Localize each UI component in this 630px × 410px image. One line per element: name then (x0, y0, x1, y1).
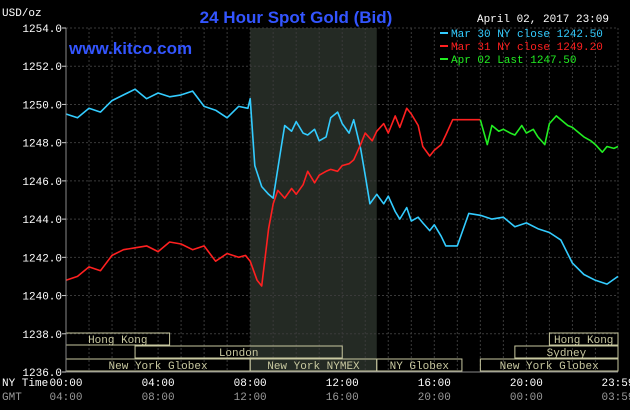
x-tick-label-gmt: 20:00 (418, 392, 451, 404)
price-series (65, 88, 619, 287)
market-bar-label: Sydney (547, 348, 587, 360)
axes: 1254.0 1252.0 1250.0 1248.0 1246.0 1244.0 1242… (2, 24, 630, 404)
y-tick-label: 1244.0 (22, 215, 62, 227)
legend-entry: Mar 30 NY close 1242.50 (451, 29, 603, 41)
x-tick-label-ny: 08:00 (234, 378, 267, 390)
source-watermark: www.kitco.com (68, 39, 192, 58)
chart-title: 24 Hour Spot Gold (Bid) (200, 8, 393, 27)
x-row-label-gmt: GMT (2, 392, 22, 404)
x-tick-label-gmt: 12:00 (234, 392, 267, 404)
legend-entry: Mar 31 NY close 1249.20 (451, 42, 603, 54)
market-bar-label: New York Globex (109, 361, 208, 373)
y-tick-label: 1242.0 (22, 253, 62, 265)
session-band-rect (250, 28, 377, 372)
y-tick-label: 1252.0 (22, 62, 62, 74)
market-bar-label: New York NYMEX (267, 361, 360, 373)
x-tick-label-gmt: 00:00 (510, 392, 543, 404)
x-tick-label-gmt: 04:00 (49, 392, 82, 404)
chart-timestamp: April 02, 2017 23:09 (477, 14, 609, 26)
market-bar (548, 332, 619, 346)
y-tick-label: 1248.0 (22, 139, 62, 151)
y-tick-label: 1236.0 (22, 368, 62, 380)
x-tick-label-gmt: 16:00 (326, 392, 359, 404)
y-tick-label: 1254.0 (22, 24, 62, 36)
legend-entry: Apr 02 Last 1247.50 (451, 55, 576, 67)
market-bar (514, 345, 619, 359)
nymex-session-band (250, 28, 377, 372)
market-bar-label: Hong Kong (88, 335, 147, 347)
market-bar (479, 358, 619, 372)
x-tick-label-ny: 12:00 (326, 378, 359, 390)
market-bar-label: NY Globex (390, 361, 450, 373)
x-row-label-ny: NY Time (2, 378, 48, 390)
x-tick-label-gmt: 03:59 (601, 392, 630, 404)
y-tick-label: 1238.0 (22, 330, 62, 342)
market-bar (376, 358, 463, 372)
market-bar-label: New York Globex (500, 361, 599, 373)
x-tick-label-ny: 04:00 (142, 378, 175, 390)
market-bar-label: Hong Kong (554, 335, 613, 347)
series-line-mar31 (65, 107, 481, 287)
y-axis-unit-label: USD/oz (2, 8, 42, 20)
series-line-apr02 (479, 115, 619, 153)
y-tick-label: 1246.0 (22, 177, 62, 189)
y-tick-label: 1240.0 (22, 292, 62, 304)
x-tick-label-ny: 00:00 (49, 378, 82, 390)
x-tick-label-ny: 20:00 (510, 378, 543, 390)
y-tick-label: 1250.0 (22, 100, 62, 112)
series-line-mar30 (65, 88, 619, 285)
x-tick-label-ny: 23:59 (601, 378, 630, 390)
market-bar-label: London (219, 348, 259, 360)
market-bar (134, 345, 343, 359)
x-tick-label-gmt: 08:00 (142, 392, 175, 404)
x-tick-label-ny: 16:00 (418, 378, 451, 390)
